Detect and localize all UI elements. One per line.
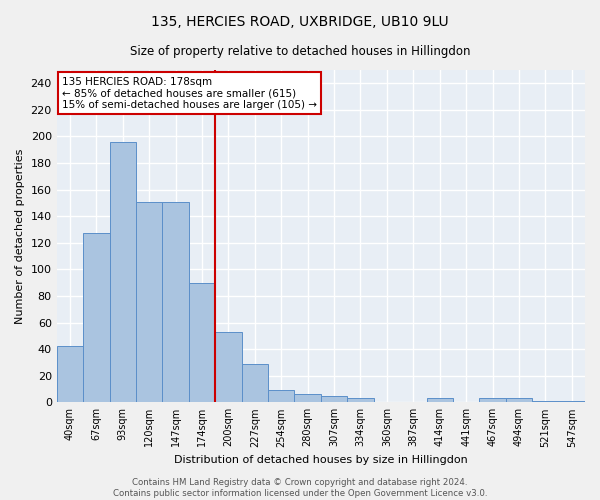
Y-axis label: Number of detached properties: Number of detached properties [15, 148, 25, 324]
Text: Contains HM Land Registry data © Crown copyright and database right 2024.
Contai: Contains HM Land Registry data © Crown c… [113, 478, 487, 498]
Bar [268, 390, 295, 402]
Bar [347, 398, 374, 402]
Text: 135 HERCIES ROAD: 178sqm
← 85% of detached houses are smaller (615)
15% of semi-: 135 HERCIES ROAD: 178sqm ← 85% of detach… [62, 76, 317, 110]
Bar [136, 202, 163, 402]
Bar [215, 332, 242, 402]
Bar [532, 401, 559, 402]
Bar [163, 202, 189, 402]
Bar [479, 398, 506, 402]
Bar [427, 398, 453, 402]
Bar [189, 282, 215, 403]
Bar [295, 394, 321, 402]
Bar [56, 346, 83, 403]
Bar [559, 401, 585, 402]
Text: 135, HERCIES ROAD, UXBRIDGE, UB10 9LU: 135, HERCIES ROAD, UXBRIDGE, UB10 9LU [151, 15, 449, 29]
Text: Size of property relative to detached houses in Hillingdon: Size of property relative to detached ho… [130, 45, 470, 58]
Bar [506, 398, 532, 402]
Bar [110, 142, 136, 403]
Bar [321, 396, 347, 402]
Bar [83, 234, 110, 402]
Bar [242, 364, 268, 403]
X-axis label: Distribution of detached houses by size in Hillingdon: Distribution of detached houses by size … [174, 455, 468, 465]
